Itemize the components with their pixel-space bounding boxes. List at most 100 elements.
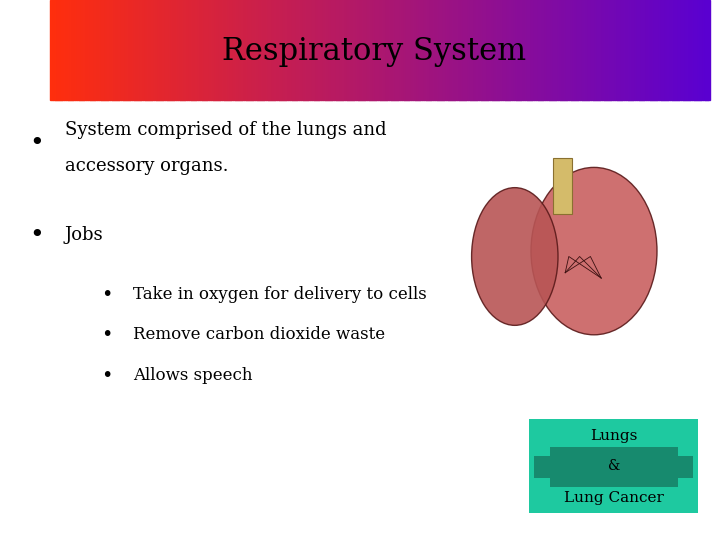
Bar [444,0,446,100]
Bar [606,0,609,100]
Bar [345,0,348,100]
Bar [318,0,321,100]
Text: •: • [29,223,43,247]
Bar [287,0,290,100]
Bar [92,0,95,100]
Bar [209,0,212,100]
Bar [107,0,110,100]
Bar [316,0,319,100]
Bar [465,0,468,100]
Bar [169,0,172,100]
Bar [178,0,181,100]
Text: System comprised of the lungs and: System comprised of the lungs and [65,120,387,139]
Bar [248,0,251,100]
Bar [588,0,591,100]
Bar [698,0,701,100]
Bar [103,0,106,100]
Bar [393,0,396,100]
Bar [652,0,655,100]
Bar [604,0,607,100]
Bar [468,0,471,100]
Bar [96,0,99,100]
Bar [211,0,214,100]
Bar [88,0,91,100]
Bar [297,0,300,100]
Bar [549,0,552,100]
Bar [619,0,622,100]
Bar [503,0,505,100]
Bar [437,0,440,100]
Bar [703,0,706,100]
Bar [402,0,405,100]
Bar [415,0,418,100]
Bar [382,0,385,100]
Bar [327,0,330,100]
Bar [191,0,194,100]
Bar [657,0,660,100]
Bar [696,0,699,100]
Bar [270,0,273,100]
Bar [408,0,411,100]
Bar [423,0,427,100]
Bar [180,0,183,100]
Bar [556,0,559,100]
Bar [450,0,453,100]
Bar [239,0,242,100]
Bar [613,0,616,100]
Bar [86,0,89,100]
Bar [518,0,521,100]
Bar [421,0,425,100]
Bar [536,0,539,100]
Bar [428,0,431,100]
Bar [362,0,365,100]
Bar [419,0,422,100]
Bar [241,0,244,100]
Bar [255,0,258,100]
Bar [77,0,80,100]
Bar [147,0,150,100]
Bar [167,0,170,100]
Bar [490,0,492,100]
Bar [387,0,390,100]
Text: •: • [29,131,43,155]
Bar [542,0,545,100]
Bar [123,0,126,100]
Bar [646,0,649,100]
Bar [253,0,256,100]
Text: •: • [101,285,112,304]
Bar [222,0,225,100]
Bar [184,0,187,100]
Bar [140,0,143,100]
Bar [59,0,62,100]
Bar [472,0,475,100]
Bar [366,0,369,100]
Bar [283,0,286,100]
Bar [529,0,532,100]
Bar [230,0,233,100]
Bar [125,0,128,100]
Bar [492,0,495,100]
Bar [597,0,600,100]
Bar [525,0,528,100]
Bar [641,0,644,100]
Bar [523,0,526,100]
Bar [479,0,482,100]
Bar [360,0,363,100]
Bar [134,0,137,100]
Bar [228,0,231,100]
Bar [516,0,519,100]
Bar [373,0,376,100]
Bar [648,0,651,100]
Bar [213,0,216,100]
FancyBboxPatch shape [529,418,698,513]
Bar [676,0,679,100]
Bar [264,0,266,100]
Text: Lung Cancer: Lung Cancer [564,491,664,505]
Bar [312,0,315,100]
Bar [665,0,668,100]
Bar [197,0,200,100]
Bar [670,0,672,100]
Bar [61,0,64,100]
Bar [391,0,394,100]
Bar [560,0,563,100]
